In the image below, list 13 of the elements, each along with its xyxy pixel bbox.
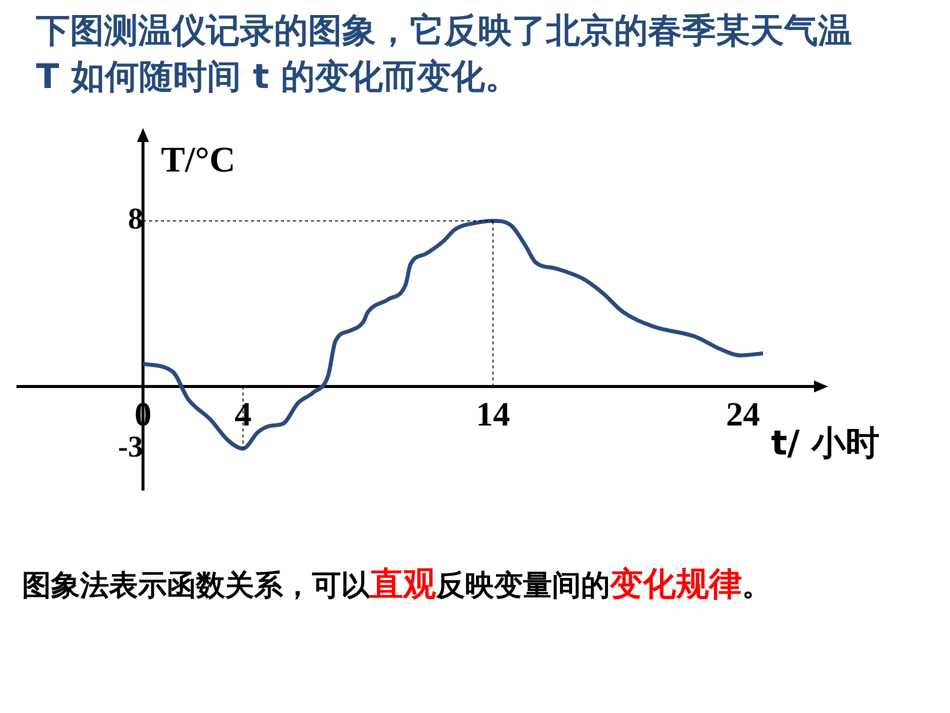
text: 反映变量间的 [436,568,610,602]
text: 。 [742,568,771,602]
y-tick-label: 8 [128,202,143,236]
y-tick-label: -3 [118,430,143,464]
x-tick-label: 4 [234,396,252,434]
x-tick-label: 24 [726,396,760,434]
text: 直观 [370,564,436,603]
x-tick-label: 14 [476,396,510,434]
chart-title: 下图测温仪记录的图象，它反映了北京的春季某天气温 T 如何随时间 t 的变化而变化。 [35,10,853,99]
text: 变化规律 [610,564,742,603]
text: 图象法表示函数关系，可以 [22,568,370,602]
x-axis-title: t/ 小时 [771,423,880,464]
y-axis-title: T/°C [161,139,236,180]
